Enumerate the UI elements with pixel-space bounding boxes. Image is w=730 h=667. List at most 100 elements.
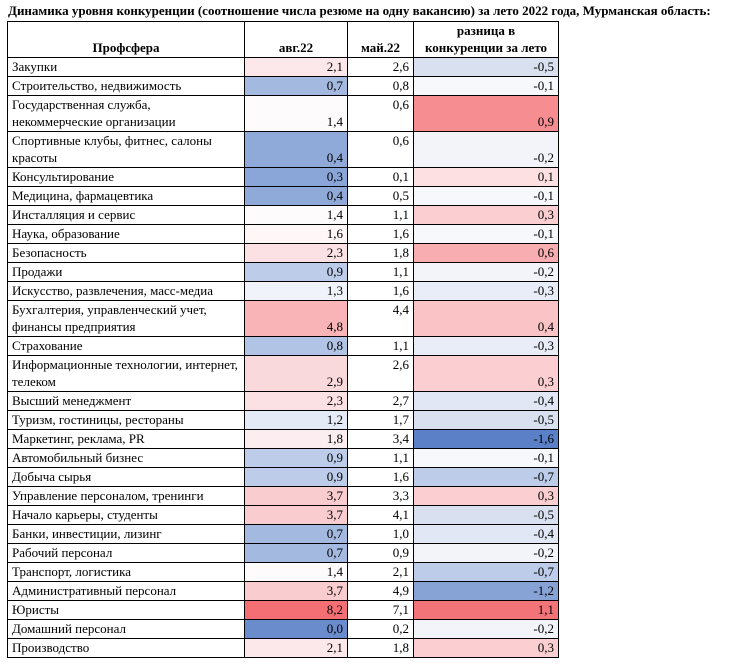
header-row: Профсфера авг.22 май.22 разница в конкур… xyxy=(7,21,559,58)
table-row: Страхование 0,8 1,1 -0,3 xyxy=(7,336,559,356)
row-diff-value: -0,1 xyxy=(413,448,559,468)
row-diff-value: 0,3 xyxy=(413,486,559,506)
table-row: Начало карьеры, студенты 3,7 4,1 -0,5 xyxy=(7,505,559,525)
table-row: Туризм, гостиницы, рестораны 1,2 1,7 -0,5 xyxy=(7,410,559,430)
row-may-value: 3,4 xyxy=(347,429,414,449)
row-may-value: 0,6 xyxy=(347,95,414,132)
row-may-value: 0,2 xyxy=(347,619,414,639)
row-diff-value: 1,1 xyxy=(413,600,559,620)
row-aug-value: 0,8 xyxy=(244,336,348,356)
row-diff-value: -0,1 xyxy=(413,224,559,244)
row-diff-value: 0,1 xyxy=(413,167,559,187)
row-aug-value: 1,2 xyxy=(244,410,348,430)
row-diff-value: -0,1 xyxy=(413,186,559,206)
table-row: Закупки 2,1 2,6 -0,5 xyxy=(7,57,559,77)
row-aug-value: 1,4 xyxy=(244,95,348,132)
row-diff-value: -0,3 xyxy=(413,336,559,356)
row-sphere-name: Консультирование xyxy=(7,167,245,187)
row-sphere-name: Закупки xyxy=(7,57,245,77)
header-sphere: Профсфера xyxy=(7,21,245,58)
row-sphere-name: Маркетинг, реклама, PR xyxy=(7,429,245,449)
row-may-value: 1,8 xyxy=(347,638,414,658)
row-sphere-name: Продажи xyxy=(7,262,245,282)
row-aug-value: 2,9 xyxy=(244,355,348,392)
table-row: Спортивные клубы, фитнес, салоны красоты… xyxy=(7,131,559,168)
table-row: Инсталляция и сервис 1,4 1,1 0,3 xyxy=(7,205,559,225)
row-sphere-name: Транспорт, логистика xyxy=(7,562,245,582)
row-diff-value: 0,9 xyxy=(413,95,559,132)
row-sphere-name: Юристы xyxy=(7,600,245,620)
row-sphere-name: Высший менеджмент xyxy=(7,391,245,411)
table-row: Банки, инвестиции, лизинг 0,7 1,0 -0,4 xyxy=(7,524,559,544)
competition-table: Профсфера авг.22 май.22 разница в конкур… xyxy=(7,21,559,658)
row-may-value: 1,6 xyxy=(347,224,414,244)
header-aug: авг.22 xyxy=(244,21,348,58)
row-aug-value: 2,3 xyxy=(244,391,348,411)
row-aug-value: 1,6 xyxy=(244,224,348,244)
row-sphere-name: Медицина, фармацевтика xyxy=(7,186,245,206)
row-sphere-name: Начало карьеры, студенты xyxy=(7,505,245,525)
row-diff-value: -0,5 xyxy=(413,57,559,77)
table-row: Юристы 8,2 7,1 1,1 xyxy=(7,600,559,620)
row-diff-value: 0,4 xyxy=(413,300,559,337)
row-aug-value: 1,8 xyxy=(244,429,348,449)
row-diff-value: -0,5 xyxy=(413,505,559,525)
row-may-value: 1,1 xyxy=(347,205,414,225)
row-aug-value: 2,1 xyxy=(244,638,348,658)
table-row: Добыча сырья 0,9 1,6 -0,7 xyxy=(7,467,559,487)
row-may-value: 1,8 xyxy=(347,243,414,263)
row-may-value: 1,0 xyxy=(347,524,414,544)
row-may-value: 0,9 xyxy=(347,543,414,563)
row-sphere-name: Бухгалтерия, управленческий учет, финанс… xyxy=(7,300,245,337)
row-sphere-name: Безопасность xyxy=(7,243,245,263)
row-aug-value: 2,3 xyxy=(244,243,348,263)
table-row: Домашний персонал 0,0 0,2 -0,2 xyxy=(7,619,559,639)
header-may: май.22 xyxy=(347,21,414,58)
row-sphere-name: Страхование xyxy=(7,336,245,356)
row-diff-value: -0,2 xyxy=(413,619,559,639)
table-row: Медицина, фармацевтика 0,4 0,5 -0,1 xyxy=(7,186,559,206)
row-diff-value: -1,6 xyxy=(413,429,559,449)
row-may-value: 2,7 xyxy=(347,391,414,411)
row-diff-value: 0,3 xyxy=(413,638,559,658)
row-aug-value: 3,7 xyxy=(244,505,348,525)
row-sphere-name: Строительство, недвижимость xyxy=(7,76,245,96)
table-row: Искусство, развлечения, масс-медиа 1,3 1,6… xyxy=(7,281,559,301)
row-sphere-name: Административный персонал xyxy=(7,581,245,601)
row-diff-value: -0,7 xyxy=(413,562,559,582)
row-diff-value: -0,2 xyxy=(413,131,559,168)
table-row: Маркетинг, реклама, PR 1,8 3,4 -1,6 xyxy=(7,429,559,449)
row-may-value: 1,1 xyxy=(347,336,414,356)
row-diff-value: -1,2 xyxy=(413,581,559,601)
table-row: Безопасность 2,3 1,8 0,6 xyxy=(7,243,559,263)
row-diff-value: -0,2 xyxy=(413,543,559,563)
table-row: Высший менеджмент 2,3 2,7 -0,4 xyxy=(7,391,559,411)
row-aug-value: 0,0 xyxy=(244,619,348,639)
row-aug-value: 4,8 xyxy=(244,300,348,337)
row-aug-value: 0,4 xyxy=(244,131,348,168)
table-row: Строительство, недвижимость 0,7 0,8 -0,1 xyxy=(7,76,559,96)
row-diff-value: -0,4 xyxy=(413,524,559,544)
row-sphere-name: Инсталляция и сервис xyxy=(7,205,245,225)
table-row: Транспорт, логистика 1,4 2,1 -0,7 xyxy=(7,562,559,582)
row-may-value: 1,7 xyxy=(347,410,414,430)
row-aug-value: 0,4 xyxy=(244,186,348,206)
row-aug-value: 0,7 xyxy=(244,543,348,563)
row-may-value: 0,1 xyxy=(347,167,414,187)
row-may-value: 4,4 xyxy=(347,300,414,337)
row-sphere-name: Рабочий персонал xyxy=(7,543,245,563)
row-diff-value: -0,4 xyxy=(413,391,559,411)
row-aug-value: 1,4 xyxy=(244,205,348,225)
table-title: Динамика уровня конкуренции (соотношение… xyxy=(8,3,711,18)
row-aug-value: 0,7 xyxy=(244,76,348,96)
row-may-value: 4,1 xyxy=(347,505,414,525)
row-sphere-name: Домашний персонал xyxy=(7,619,245,639)
table-row: Автомобильный бизнес 0,9 1,1 -0,1 xyxy=(7,448,559,468)
header-diff: разница в конкуренции за лето xyxy=(413,21,559,58)
row-may-value: 2,6 xyxy=(347,57,414,77)
table-body: Закупки 2,1 2,6 -0,5 Строительство, недвижим… xyxy=(7,57,559,658)
table-row: Информационные технологии, интернет, тел… xyxy=(7,355,559,392)
row-aug-value: 8,2 xyxy=(244,600,348,620)
row-may-value: 3,3 xyxy=(347,486,414,506)
table-row: Административный персонал 3,7 4,9 -1,2 xyxy=(7,581,559,601)
